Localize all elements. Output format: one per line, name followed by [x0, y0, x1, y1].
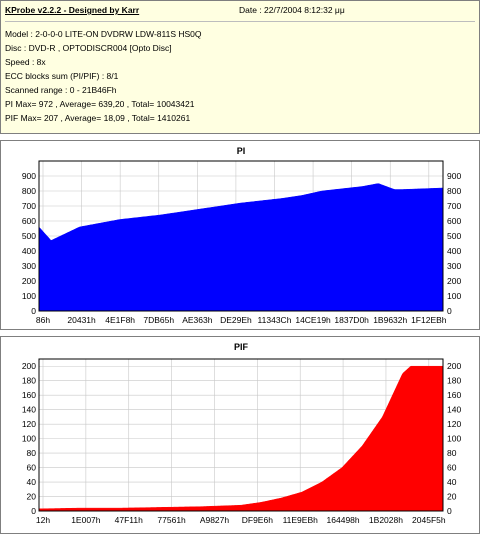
- pif-xtick-label: 11E9EBh: [283, 515, 319, 525]
- pif-xtick-label: 12h: [36, 515, 50, 525]
- pif-xtick-label: 1E007h: [71, 515, 101, 525]
- pi-ytick-right: 100: [447, 291, 461, 301]
- pif-xtick-label: 164498h: [327, 515, 360, 525]
- pi-ytick-left: 500: [22, 231, 36, 241]
- pif-ytick-right: 160: [447, 390, 461, 400]
- pif-ytick-right: 0: [447, 506, 452, 516]
- range-line: Scanned range : 0 - 21B46Fh: [5, 85, 117, 95]
- pi-ytick-right: 800: [447, 186, 461, 196]
- pif-ytick-left: 60: [27, 463, 37, 473]
- pi-ytick-right: 0: [447, 306, 452, 316]
- pif-ytick-right: 100: [447, 434, 461, 444]
- pi-xtick-label: 1F12EBh: [411, 315, 447, 325]
- pi-ytick-left: 300: [22, 261, 36, 271]
- pi-plot-frame: [38, 160, 444, 312]
- pi-ytick-right: 200: [447, 276, 461, 286]
- pif-ytick-left: 0: [31, 506, 36, 516]
- pi-series-area: [38, 183, 444, 312]
- pi-xtick-label: 1B9632h: [373, 315, 407, 325]
- pif-ytick-right: 80: [447, 448, 457, 458]
- pi-xtick-label: 7DB65h: [143, 315, 174, 325]
- pif-chart-title: PIF: [234, 342, 249, 352]
- pif-chart: PIF 0 0 20 20 40 40 60 60 80 80 100 100 120 120 140 140 1…: [22, 342, 462, 525]
- pif-series-area: [38, 365, 444, 512]
- pi-ytick-right: 400: [447, 246, 461, 256]
- pif-ytick-left: 120: [22, 419, 36, 429]
- pi-chart-title: PI: [237, 146, 246, 156]
- pif-xtick-label: 47F11h: [115, 515, 143, 525]
- pi-xtick-label: 86h: [36, 315, 50, 325]
- pi-xtick-label: AE363h: [182, 315, 213, 325]
- pi-ytick-left: 900: [22, 171, 36, 181]
- pif-ytick-right: 200: [447, 361, 461, 371]
- pif-ytick-left: 100: [22, 434, 36, 444]
- pif-ytick-left: 20: [27, 492, 37, 502]
- info-divider: [5, 21, 475, 22]
- pi-chart-panel: PI 0 0 100 100 200 200 300 300 400 400 500 500 600 600…: [0, 140, 480, 330]
- pi-xtick-label: 14CE19h: [295, 315, 331, 325]
- pif-chart-panel: PIF 0 0 20 20 40 40 60 60 80 80 100 100 120 120 140 140 1…: [0, 336, 480, 534]
- pif-xtick-label: 1B2028h: [369, 515, 403, 525]
- pi-ytick-left: 400: [22, 246, 36, 256]
- pif-ytick-right: 60: [447, 463, 457, 473]
- pif-ytick-right: 20: [447, 492, 457, 502]
- pif-ytick-left: 80: [27, 448, 37, 458]
- speed-line: Speed : 8x: [5, 57, 46, 67]
- pi-ytick-right: 700: [447, 201, 461, 211]
- pif-ytick-right: 180: [447, 376, 461, 386]
- ecc-line: ECC blocks sum (PI/PIF) : 8/1: [5, 71, 119, 81]
- drive-info-panel: KProbe v2.2.2 - Designed by Karr Date : …: [0, 0, 480, 134]
- pi-ytick-left: 100: [22, 291, 36, 301]
- pif-xtick-label: A9827h: [200, 515, 230, 525]
- pi-chart: PI 0 0 100 100 200 200 300 300 400 400 500 500 600 600…: [22, 146, 462, 325]
- pi-ytick-right: 600: [447, 216, 461, 226]
- pi-xtick-label: 11343Ch: [258, 315, 292, 325]
- pi-xtick-label: 20431h: [67, 315, 96, 325]
- pif-plot-frame: [38, 358, 444, 512]
- pi-ytick-right: 900: [447, 171, 461, 181]
- pi-ytick-left: 700: [22, 201, 36, 211]
- scan-date: Date : 22/7/2004 8:12:32 μμ: [239, 5, 345, 15]
- pi-xtick-label: DE29Eh: [220, 315, 252, 325]
- pi-ytick-left: 0: [31, 306, 36, 316]
- pif-ytick-right: 140: [447, 405, 461, 415]
- pi-ytick-right: 300: [447, 261, 461, 271]
- pif-ytick-left: 160: [22, 390, 36, 400]
- pif-ytick-left: 200: [22, 361, 36, 371]
- pif-ytick-right: 120: [447, 419, 461, 429]
- pi-ytick-left: 600: [22, 216, 36, 226]
- pi-ytick-left: 200: [22, 276, 36, 286]
- pif-ytick-left: 40: [27, 477, 37, 487]
- pif-ytick-left: 180: [22, 376, 36, 386]
- pi-xtick-label: 4E1F8h: [105, 315, 135, 325]
- pif-ytick-left: 140: [22, 405, 36, 415]
- pi-stats-line: PI Max= 972 , Average= 639,20 , Total= 1…: [5, 99, 195, 109]
- pi-xtick-label: 1837D0h: [334, 315, 369, 325]
- app-title: KProbe v2.2.2 - Designed by Karr: [5, 5, 140, 15]
- pi-ytick-right: 500: [447, 231, 461, 241]
- pif-xtick-label: DF9E6h: [242, 515, 273, 525]
- pi-ytick-left: 800: [22, 186, 36, 196]
- pif-xtick-label: 2045F5h: [412, 515, 446, 525]
- pif-stats-line: PIF Max= 207 , Average= 18,09 , Total= 1…: [5, 113, 191, 123]
- model-line: Model : 2-0-0-0 LITE-ON DVDRW LDW-811S H…: [5, 29, 202, 39]
- pif-ytick-right: 40: [447, 477, 457, 487]
- disc-line: Disc : DVD-R , OPTODISCR004 [Opto Disc]: [5, 43, 172, 53]
- pif-xtick-label: 77561h: [157, 515, 186, 525]
